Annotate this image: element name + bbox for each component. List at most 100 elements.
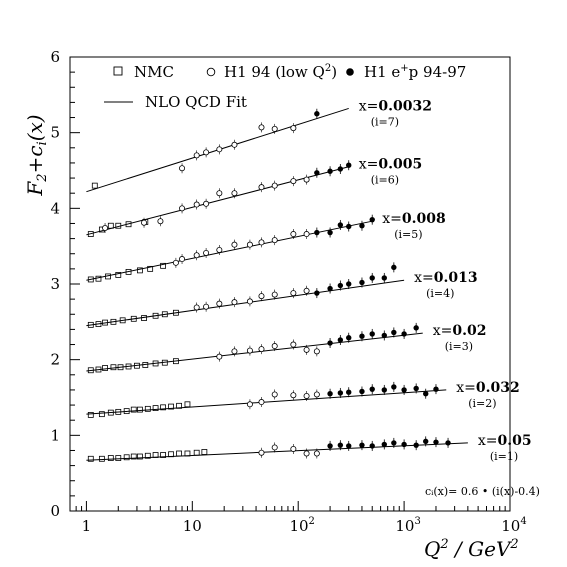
h1-94-point [303,231,310,238]
h1-ep-point [314,290,320,296]
legend-fit-label: NLO QCD Fit [145,93,247,111]
h1-ep-point [327,340,333,346]
h1-ep-point [401,441,407,448]
h1-94-point [258,346,265,353]
legend-h1-ep-label: H1 e+p 94-97 [364,63,466,81]
h1-ep-point [433,386,439,392]
h1-ep-point [314,229,320,236]
fit-line [86,442,468,461]
y-tick-label: 5 [50,124,60,142]
h1-ep-point [346,162,352,168]
h1-94-point [216,353,223,360]
h1-94-point [193,252,200,259]
nmc-point [136,406,143,413]
nmc-point [87,455,94,462]
nmc-point [130,406,137,413]
nmc-point [95,321,102,328]
h1-94-point [231,299,238,306]
h1-ep-point [346,443,352,449]
nmc-point [136,267,143,274]
h1-94-point [193,152,200,159]
fit-line [86,220,373,281]
bin-x-label: x=0.005 [359,157,422,173]
h1-94-point [216,246,223,253]
data-points [87,108,451,462]
x-tick-label: 103 [395,516,420,535]
nmc-point [160,452,167,458]
nmc-point [152,360,159,367]
nmc-point [87,231,94,237]
nmc-point [152,452,159,458]
h1-94-point [290,125,297,132]
nmc-point [168,451,174,458]
nmc-point [107,409,114,416]
x-axis-title: Q2 / GeV2 [424,537,519,561]
y-tick-label: 3 [50,275,60,293]
nmc-point [123,408,130,415]
h1-ep-point [346,335,352,341]
h1-94-point [193,304,200,311]
h1-94-point [203,303,210,310]
h1-94-point [231,348,238,355]
h1-ep-point [413,385,419,392]
h1-ep-point [369,275,375,281]
nmc-point [123,454,130,461]
nmc-point [102,319,108,326]
h1-ep-point [423,391,429,397]
h1-94-point [313,348,320,355]
nmc-point [147,265,154,272]
h1-94-point [246,401,253,408]
bin-i-label: (i=2) [468,397,496,410]
h1-ep-point [391,440,397,446]
bin-i-label: (i=1) [490,450,518,463]
nmc-point [117,364,124,371]
nmc-point [115,222,122,229]
h1-ep-point [337,282,344,289]
nmc-point [102,365,108,371]
bin-i-label: (i=5) [394,228,422,241]
nmc-point [125,268,132,275]
bin-x-label: x=0.02 [433,323,487,339]
h1-94-point [271,343,278,350]
h1-ep-point [401,331,407,337]
h1-ep-point [433,439,439,445]
h1-94-point [258,239,265,246]
h1-94-point [271,182,278,189]
nmc-point [184,450,191,457]
h1-ep-point [327,168,333,174]
h1-94-point [303,450,310,457]
h1-94-point [157,218,164,225]
h1-ep-point [423,438,429,445]
h1-94-point [290,445,297,452]
nmc-point [184,401,191,408]
nmc-point [160,262,167,269]
y-axis-title: F2+ci(x) [23,114,50,196]
h1-ep-point [401,387,407,393]
bin-i-label: (i=4) [426,287,454,300]
bin-x-label: x=0.013 [414,270,477,286]
h1-94-point [246,298,253,305]
h1-94-point [246,347,253,354]
nmc-point [115,408,122,415]
h1-ep-point [391,329,397,336]
h1-ep-point [359,388,365,395]
h1-ep-point [381,441,387,448]
nmc-point [95,275,102,282]
legend-h1-ep-marker [346,68,354,76]
h1-94-point [216,146,223,153]
nmc-point [91,182,98,189]
bin-i-label: (i=7) [371,115,399,128]
nmc-point [110,318,117,325]
bin-labels: x=0.0032(i=7) x=0.005(i=6) x=0.008(i=5) x=0… [359,98,532,462]
h1-ep-point [337,166,344,172]
nmc-point [172,358,179,365]
bin-x-label: x=0.032 [456,380,519,396]
nmc-point [115,272,122,278]
nmc-point [107,222,114,229]
h1-ep-point [369,216,375,223]
h1-94-point [290,178,297,185]
h1-ep-point [369,386,375,392]
legend-nmc-label: NMC [134,63,174,81]
h1-ep-point [327,391,333,397]
bin-x-label: x=0.0032 [359,98,432,114]
